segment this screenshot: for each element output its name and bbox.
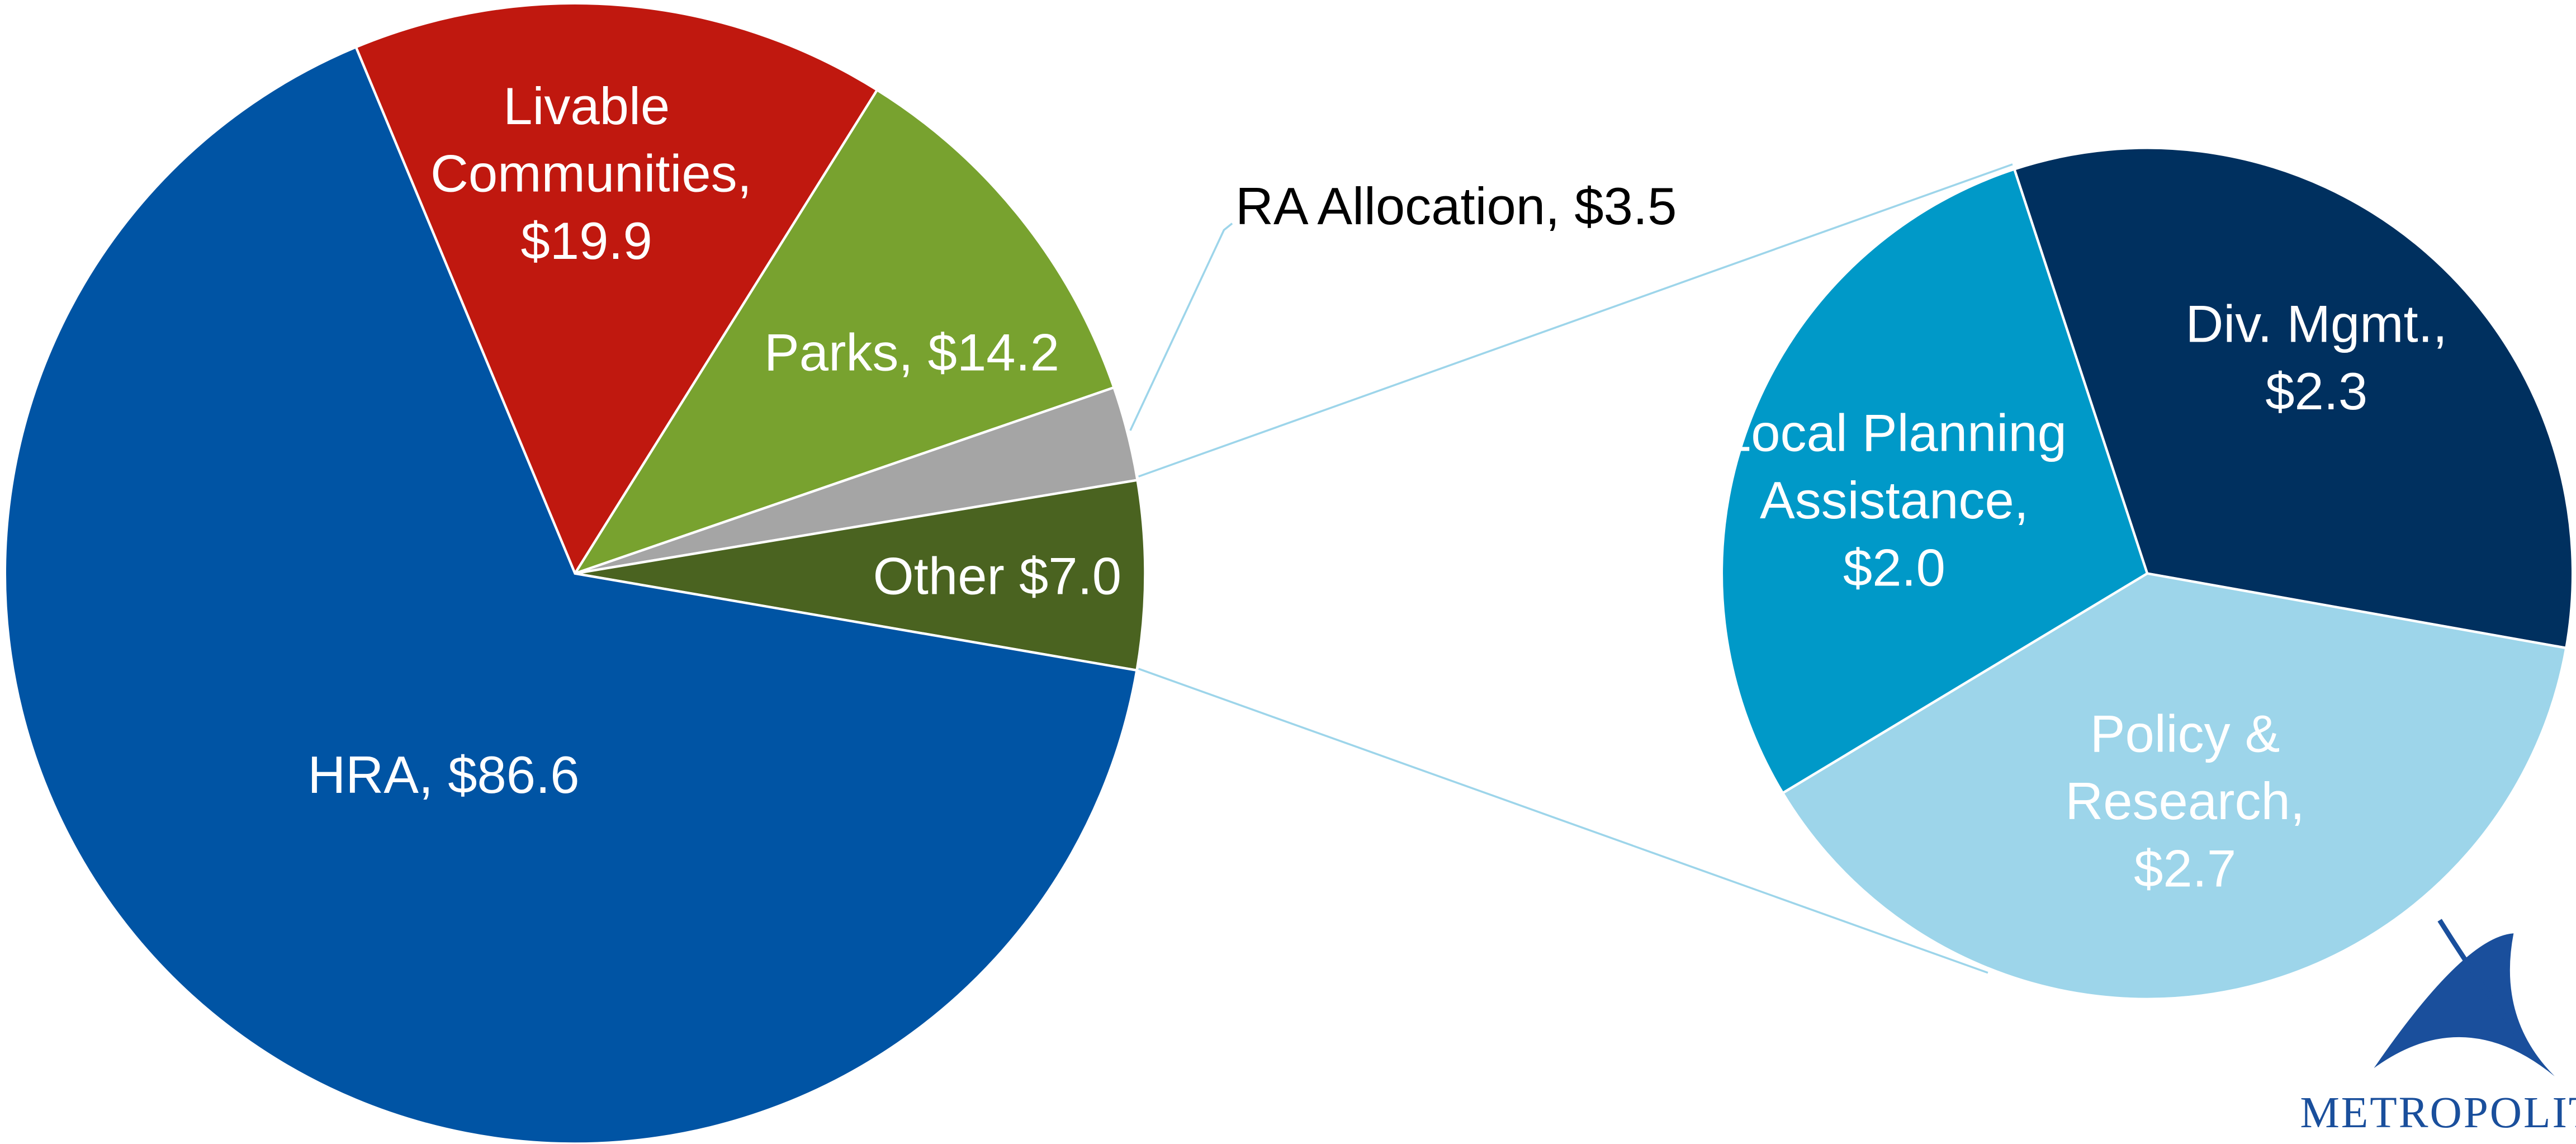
pie-slice	[572, 88, 1116, 576]
data-label: Local Planning Assistance, $2.0	[1721, 403, 2067, 598]
connectors	[1129, 163, 2013, 974]
data-label: Other $7.0	[873, 546, 1122, 606]
data-label: HRA, $86.6	[307, 745, 580, 805]
pie-slice	[2012, 146, 2574, 650]
pie-slice	[1781, 572, 2568, 1000]
pie-slice	[1720, 167, 2149, 795]
leader-line	[1129, 223, 1233, 431]
pie-slice	[3, 45, 1139, 1144]
data-label: Div. Mgmt., $2.3	[2185, 294, 2447, 421]
logo-mark	[2374, 919, 2555, 1076]
connector-line	[1138, 163, 2013, 478]
pie-slice	[575, 479, 1147, 672]
connector-line	[1138, 668, 1988, 974]
pie-slice	[354, 2, 879, 576]
data-label: Livable Communities, $19.9	[430, 76, 752, 271]
logo-text: METROPOLITA	[2300, 1088, 2576, 1137]
data-label: Parks, $14.2	[764, 323, 1060, 382]
data-label: Policy & Research, $2.7	[2065, 704, 2305, 899]
data-label: RA Allocation, $3.5	[1235, 176, 1677, 236]
